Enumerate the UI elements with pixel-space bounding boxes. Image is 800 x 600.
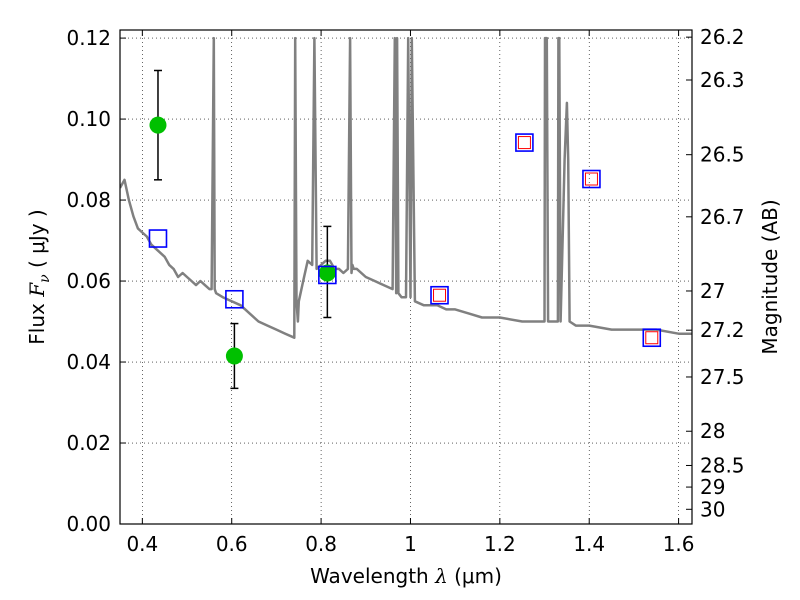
mag-tick-label: 26.5 — [700, 143, 745, 167]
model-square-blue — [430, 285, 449, 305]
x-tick-label: 1.6 — [663, 532, 695, 556]
mag-tick-label: 27.2 — [700, 318, 745, 342]
y-axis-label-pre: Flux — [25, 297, 49, 345]
model-square-red — [517, 136, 531, 150]
plot-frame — [119, 29, 693, 525]
x-tick-label: 1.4 — [573, 532, 605, 556]
mag-tick-label: 28 — [700, 419, 725, 443]
model-square-blue — [582, 169, 601, 189]
x-tick-label: 0.4 — [126, 532, 158, 556]
x-tick-label: 0.8 — [305, 532, 337, 556]
mag-tick-label: 28.5 — [700, 453, 745, 477]
y-axis-label-post: ( μJy ) — [25, 209, 49, 274]
model-square-blue — [318, 265, 337, 285]
x-axis-label-symbol: λ — [434, 564, 448, 588]
y-axis-label: Flux Fν ( μJy ) — [25, 209, 53, 344]
x-tick-label: 1.2 — [484, 532, 516, 556]
y-axis-label-subscript: ν — [37, 274, 53, 283]
observed-point — [149, 116, 167, 134]
mag-tick-label: 27.5 — [700, 365, 745, 389]
model-square-blue — [515, 133, 534, 152]
plot-series — [120, 36, 692, 390]
y-tick-label: 0.06 — [66, 269, 111, 293]
model-square-red — [584, 172, 598, 186]
y-tick-label: 0.10 — [66, 107, 111, 131]
y-tick-label: 0.12 — [66, 26, 111, 50]
x-tick-label: 0.6 — [216, 532, 248, 556]
x-axis-label-pre: Wavelength — [310, 564, 435, 588]
x-axis-label: Wavelength λ (μm) — [310, 564, 502, 588]
mag-tick-label: 27 — [700, 279, 725, 303]
y2-axis-label: Magnitude (AB) — [758, 199, 782, 354]
mag-tick-label: 26.2 — [700, 25, 745, 49]
y-tick-label: 0.00 — [66, 512, 111, 536]
y-axis-label-symbol: F — [25, 282, 49, 298]
mag-tick-label: 29 — [700, 475, 725, 499]
model-spectrum-line — [120, 36, 692, 339]
model-square-blue — [225, 289, 244, 309]
model-square-red — [645, 331, 659, 345]
y-tick-label: 0.08 — [66, 188, 111, 212]
mag-tick-label: 26.7 — [700, 205, 745, 229]
model-square-blue — [148, 229, 168, 248]
model-square-blue — [642, 328, 662, 348]
y-tick-label: 0.04 — [66, 350, 111, 374]
observed-point — [225, 347, 243, 365]
mag-tick-label: 26.3 — [700, 68, 745, 92]
axis-ticks: 0.4 0.6 0.8 1 1.2 1.4 1.6 0.00 0.02 0.04 0.06 0.08 0… — [66, 25, 744, 556]
x-tick-label: 1 — [404, 532, 417, 556]
y-tick-label: 0.02 — [66, 431, 111, 455]
mag-tick-label: 30 — [700, 497, 725, 521]
observed-point — [318, 264, 336, 282]
model-square-red — [433, 288, 447, 302]
x-axis-label-post: (μm) — [448, 564, 502, 588]
